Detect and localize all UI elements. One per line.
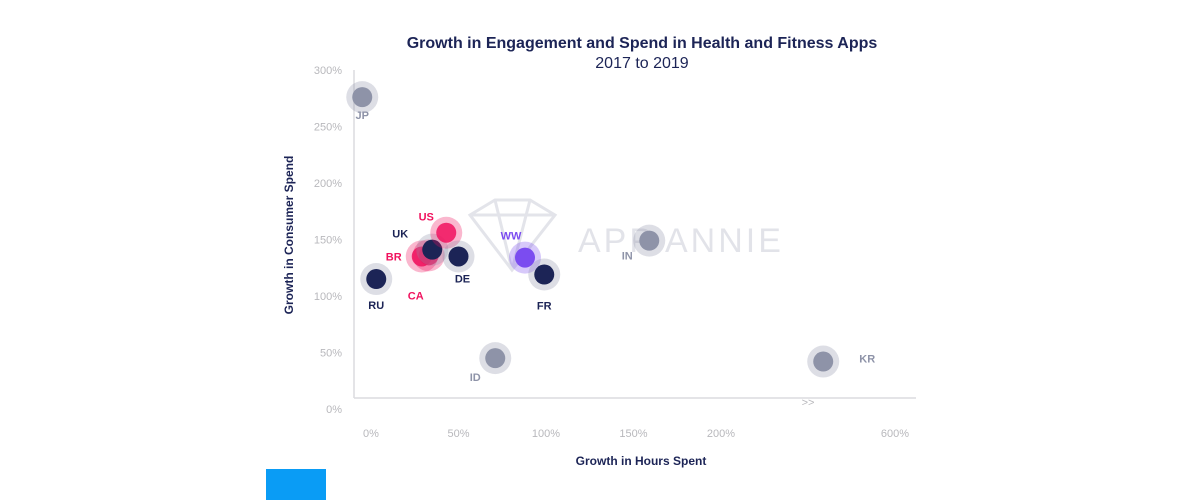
y-tick-label: 150% xyxy=(314,235,342,247)
data-point-us[interactable] xyxy=(436,222,457,243)
data-point-in[interactable] xyxy=(639,230,660,251)
x-tick-label: 100% xyxy=(532,428,560,440)
x-tick-label: 200% xyxy=(707,428,735,440)
point-label: DE xyxy=(455,273,470,285)
y-tick-label: 300% xyxy=(314,65,342,77)
x-tick-label: 600% xyxy=(881,428,909,440)
watermark-text: APP ANNIE xyxy=(578,222,784,260)
point-label: JP xyxy=(356,110,369,122)
y-tick-label: 200% xyxy=(314,178,342,190)
point-label: BR xyxy=(386,251,402,263)
data-point-de[interactable] xyxy=(448,246,469,267)
x-tick-label: 150% xyxy=(619,428,647,440)
data-point-ru[interactable] xyxy=(366,269,387,290)
y-tick-label: 100% xyxy=(314,291,342,303)
chart-subtitle: 2017 to 2019 xyxy=(595,55,689,72)
point-label: RU xyxy=(368,300,384,312)
watermark xyxy=(467,198,558,273)
point-label: KR xyxy=(859,354,875,366)
point-label: UK xyxy=(392,229,408,241)
point-label: ID xyxy=(470,372,481,384)
y-tick-label: 250% xyxy=(314,122,342,134)
point-label: CA xyxy=(408,290,424,302)
data-point-uk[interactable] xyxy=(422,239,443,260)
chart-title: Growth in Engagement and Spend in Health… xyxy=(407,35,878,52)
y-tick-label: 50% xyxy=(320,348,342,360)
data-point-fr[interactable] xyxy=(534,264,555,285)
point-label: WW xyxy=(501,231,522,243)
data-point-kr[interactable] xyxy=(813,351,834,372)
y-axis-label: Growth in Consumer Spend xyxy=(282,156,296,315)
y-tick-label: 0% xyxy=(326,404,342,416)
x-tick-label: 50% xyxy=(447,428,469,440)
point-label: US xyxy=(419,212,434,224)
blue-block xyxy=(266,469,326,500)
data-point-jp[interactable] xyxy=(352,87,373,108)
data-point-ww[interactable] xyxy=(515,247,535,268)
point-label: FR xyxy=(537,301,552,313)
data-point-id[interactable] xyxy=(485,348,506,369)
x-tick-label: 0% xyxy=(363,428,379,440)
axis-break: >> xyxy=(802,397,815,409)
x-axis-label: Growth in Hours Spent xyxy=(576,454,707,468)
point-label: IN xyxy=(622,251,633,263)
